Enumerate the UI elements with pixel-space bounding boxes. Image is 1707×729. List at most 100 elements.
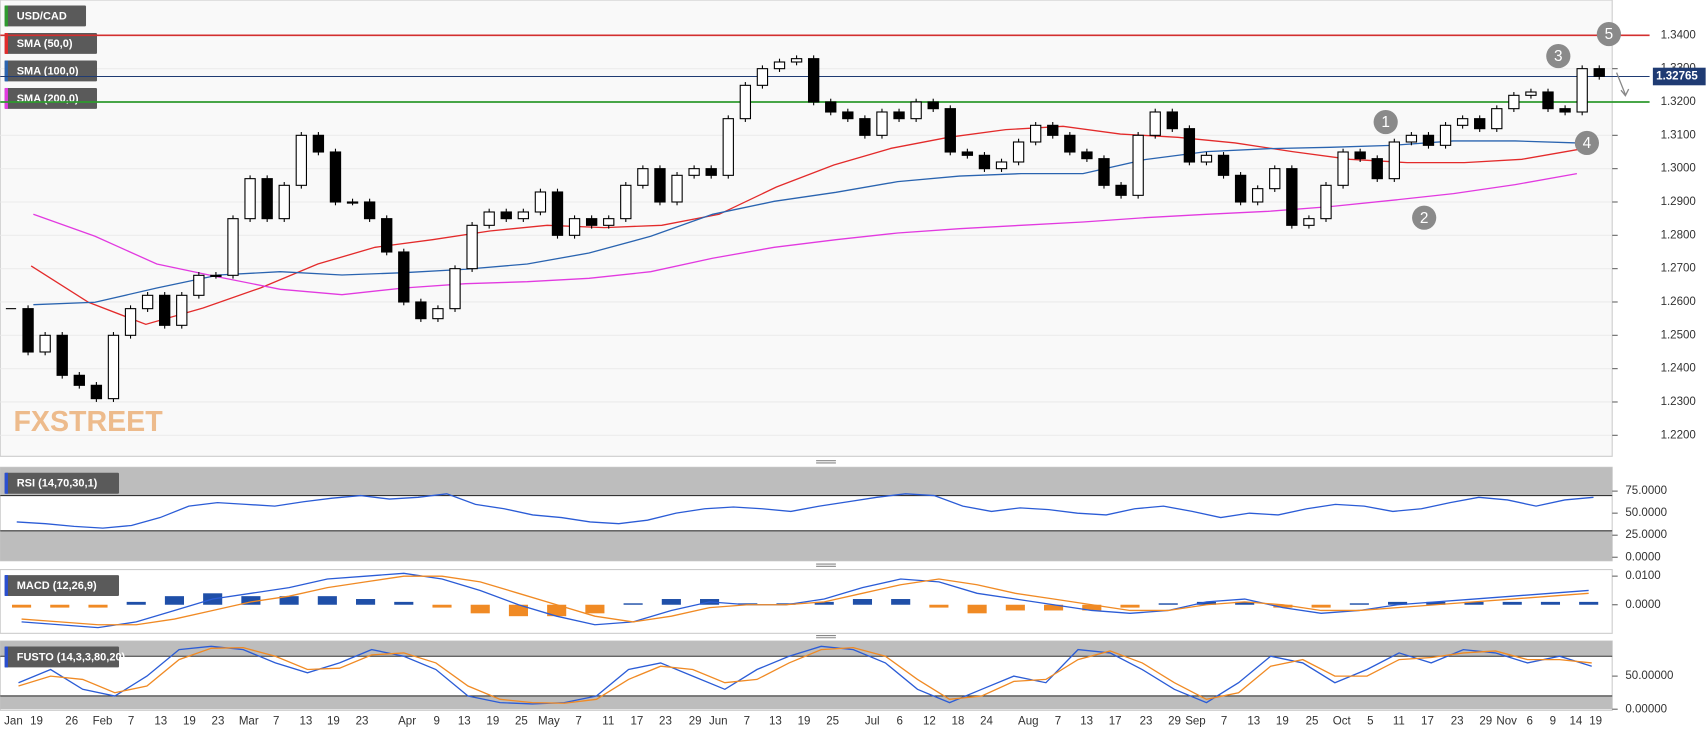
- x-tick-label: Jul: [865, 715, 880, 727]
- legend-label: USD/CAD: [17, 10, 67, 22]
- legend-swatch: [4, 575, 8, 596]
- candle: [739, 84, 752, 120]
- series-line: [18, 645, 1592, 705]
- x-tick-label: 7: [273, 715, 279, 727]
- candle: [244, 178, 256, 220]
- y-tick-label: 1.2900: [1661, 196, 1696, 208]
- candle: [807, 58, 820, 103]
- y-tick-label: 1.2800: [1661, 229, 1696, 241]
- x-tick-label: Sep: [1185, 715, 1206, 727]
- candle: [1320, 184, 1332, 220]
- candle: [1439, 124, 1452, 146]
- histogram-bar: [738, 603, 758, 605]
- y-tick-label: 0.0000: [1625, 599, 1660, 611]
- x-tick-label: 26: [65, 715, 78, 727]
- x-tick-label: 7: [575, 715, 581, 727]
- watermark: FXSTREET: [13, 406, 163, 438]
- candle: [1286, 168, 1298, 226]
- x-tick-label: Aug: [1018, 715, 1039, 727]
- series-line: [21, 572, 1589, 629]
- x-tick-label: 23: [1451, 715, 1464, 727]
- histogram-bar: [1158, 603, 1178, 605]
- x-tick-label: 11: [1393, 715, 1405, 727]
- x-tick-label: 9: [434, 715, 440, 727]
- x-tick-label: 6: [896, 715, 902, 727]
- candle: [1183, 128, 1196, 163]
- candle: [1166, 111, 1178, 130]
- histogram-bar: [88, 604, 108, 608]
- histogram-bar: [126, 601, 146, 605]
- y-tick-label: 50.0000: [1625, 507, 1667, 519]
- candle: [961, 151, 974, 156]
- candle: [1508, 94, 1520, 110]
- candle: [124, 308, 137, 336]
- candle: [1098, 158, 1110, 186]
- legend-box: [4, 5, 87, 27]
- x-tick-label: May: [538, 715, 560, 727]
- histogram-bar: [470, 604, 490, 614]
- histogram-bar: [1120, 604, 1140, 608]
- histogram-bar: [1426, 601, 1446, 605]
- candle: [261, 178, 273, 220]
- candle: [842, 111, 854, 120]
- histogram-bar: [241, 596, 261, 605]
- x-tick-label: 13: [1080, 715, 1093, 727]
- histogram-bar: [1349, 603, 1369, 605]
- candle: [603, 218, 615, 226]
- histogram-bar: [12, 604, 32, 608]
- x-tick-label: 19: [327, 715, 340, 727]
- candle: [654, 168, 666, 203]
- candle: [893, 111, 905, 120]
- legend-swatch: [4, 87, 8, 109]
- series-line: [33, 172, 1578, 296]
- x-tick-label: Mar: [239, 715, 259, 727]
- candle: [432, 308, 444, 320]
- x-tick-label: 6: [1527, 715, 1533, 727]
- candle: [1474, 118, 1486, 130]
- annotation-circle: [1546, 43, 1571, 69]
- histogram-bar: [852, 599, 873, 605]
- oversold-zone: [0, 530, 1613, 561]
- candle: [1047, 124, 1059, 136]
- candle: [227, 218, 239, 276]
- histogram-bar: [164, 596, 185, 605]
- candle: [1456, 118, 1469, 126]
- candle: [1012, 141, 1025, 163]
- candle: [1115, 184, 1127, 196]
- legend-label: SMA (100,0): [17, 65, 79, 77]
- y-tick-label: 1.3000: [1661, 163, 1696, 175]
- series-line: [16, 493, 1594, 529]
- last-price-label: 1.32765: [1656, 71, 1698, 83]
- histogram-bar: [356, 599, 376, 605]
- candle: [1149, 111, 1161, 136]
- x-tick-label: 23: [659, 715, 672, 727]
- candle: [517, 211, 530, 220]
- histogram-bar: [1464, 601, 1484, 605]
- histogram-bar: [1540, 601, 1561, 605]
- candle: [568, 218, 581, 236]
- candle: [1576, 68, 1588, 113]
- x-tick-label: Apr: [398, 715, 416, 727]
- series-line: [18, 646, 1592, 704]
- x-tick-label: 17: [1421, 715, 1434, 727]
- x-tick-label: 19: [30, 715, 43, 727]
- candle: [722, 118, 734, 176]
- x-tick-label: 7: [1055, 715, 1061, 727]
- x-tick-label: 9: [1550, 715, 1556, 727]
- panel-handles[interactable]: [816, 460, 836, 639]
- histogram-bar: [317, 596, 337, 605]
- last-price-box: [1652, 67, 1706, 86]
- candle: [773, 61, 786, 70]
- x-tick-label: Feb: [93, 715, 113, 727]
- x-tick-label: 13: [154, 715, 167, 727]
- oversold-zone: [0, 695, 1613, 710]
- candle: [534, 191, 547, 213]
- candle: [1132, 134, 1144, 196]
- y-tick-label: 25.0000: [1625, 529, 1667, 541]
- candle: [1559, 108, 1571, 113]
- x-tick-label: 11: [602, 715, 614, 727]
- annotation-label: 3: [1554, 48, 1563, 65]
- candle: [176, 294, 188, 326]
- histogram-bar: [623, 603, 643, 605]
- histogram-bar: [432, 604, 452, 608]
